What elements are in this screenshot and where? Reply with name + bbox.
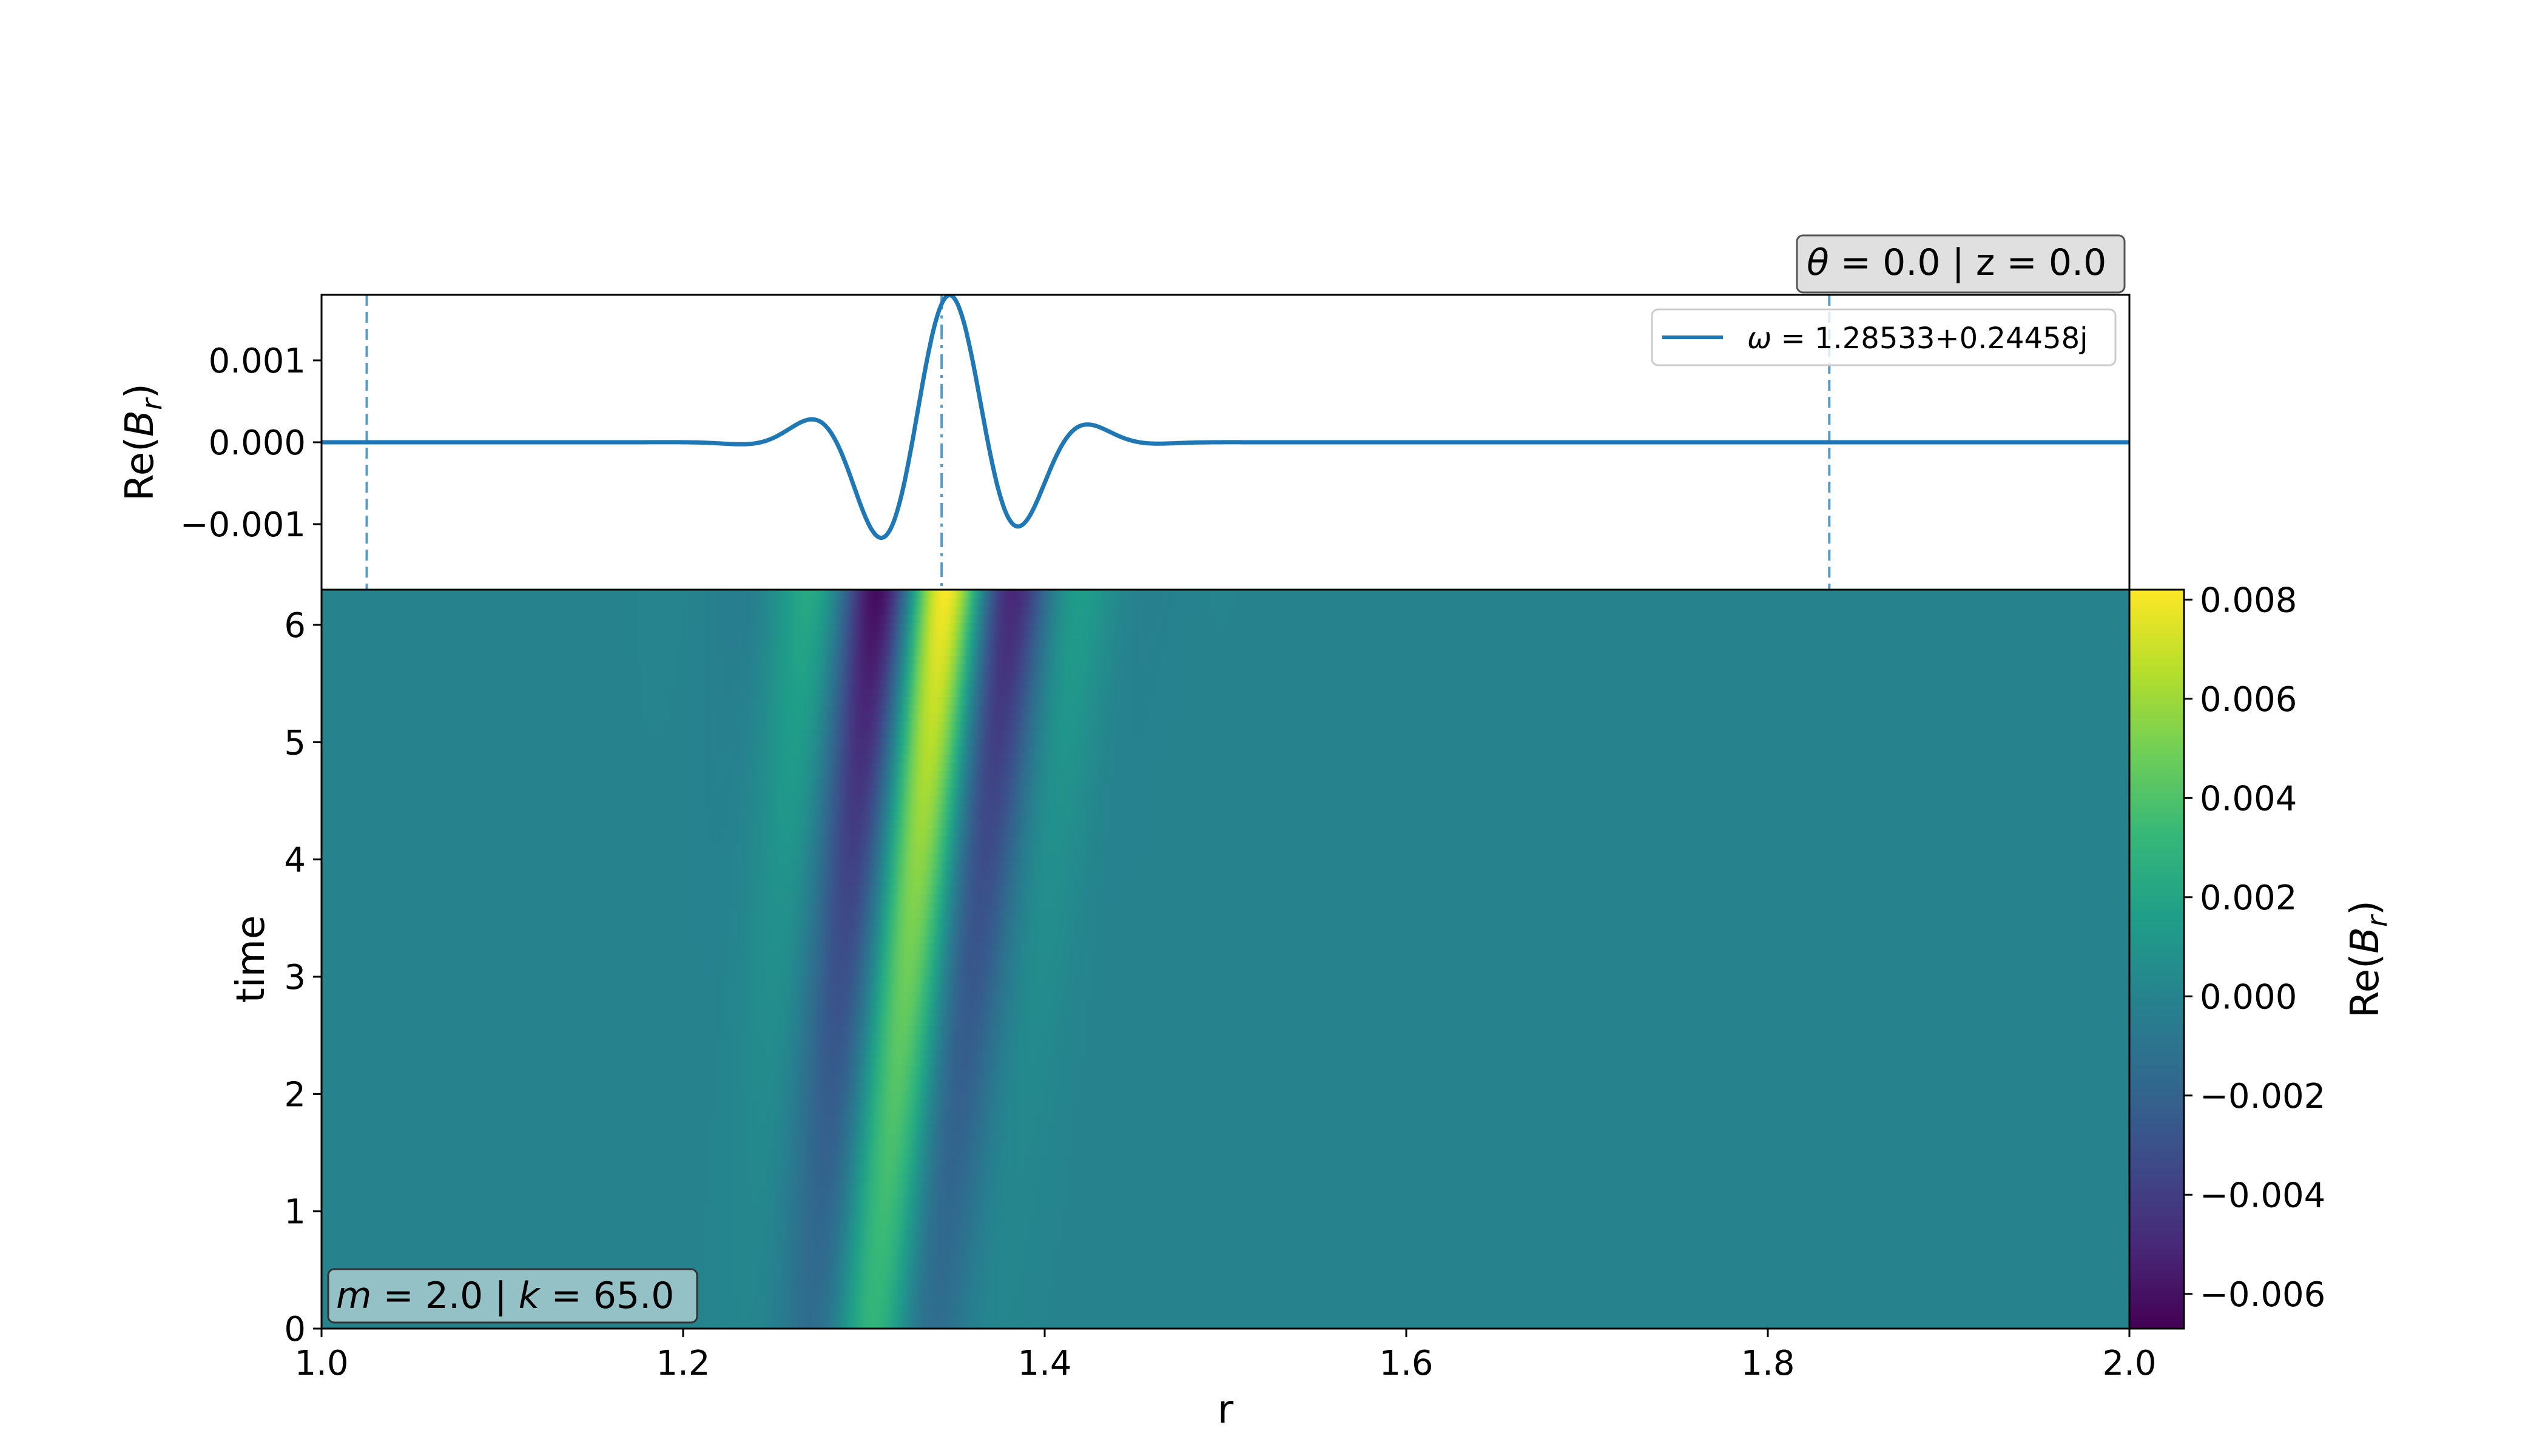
line-y-tick-label: −0.001 — [180, 505, 306, 545]
heatmap-row — [322, 1197, 2129, 1206]
legend: ω = 1.28533+0.24458j — [1651, 308, 2117, 366]
line-panel-y-label: Re(Br) — [118, 383, 168, 501]
heatmap-row — [322, 1230, 2129, 1239]
legend-entry-label: ω = 1.28533+0.24458j — [1747, 322, 2088, 356]
heatmap-row — [322, 1279, 2129, 1289]
line-series-group — [322, 295, 2129, 540]
series-line-1 — [322, 295, 2129, 540]
heatmap-row — [322, 1287, 2129, 1296]
heatmap-row — [322, 1222, 2129, 1231]
vertical-reference-lines — [365, 295, 1831, 590]
heatmap-row — [322, 1271, 2129, 1280]
heatmap-row — [322, 1246, 2129, 1256]
theta-z-annotation-text: θ = 0.0 | z = 0.0 — [1807, 241, 2106, 284]
heatmap-row — [322, 1255, 2129, 1264]
theta-z-annotation: θ = 0.0 | z = 0.0 — [1796, 234, 2126, 294]
heatmap-row — [322, 1320, 2129, 1329]
line-y-tick-label: 0.000 — [209, 423, 306, 463]
line-panel-y-ticks: 0.001 0.000 −0.001 — [180, 342, 322, 545]
legend-frame — [1651, 308, 2117, 366]
heatmap-row — [322, 1304, 2129, 1313]
heatmap-row — [322, 1262, 2129, 1272]
heatmap-row — [322, 1213, 2129, 1223]
heatmap-row — [322, 1312, 2129, 1321]
line-panel: 0.001 0.000 −0.001 Re(Br) ω = 1.28533+0.24… — [118, 234, 2131, 591]
line-y-tick-label: 0.001 — [209, 342, 306, 381]
heatmap-image — [322, 590, 2129, 1329]
heatmap-row — [322, 1238, 2129, 1247]
theta-z-annotation-box — [1796, 234, 2126, 294]
heatmap-row — [322, 1295, 2129, 1305]
heatmap-row — [322, 1205, 2129, 1215]
